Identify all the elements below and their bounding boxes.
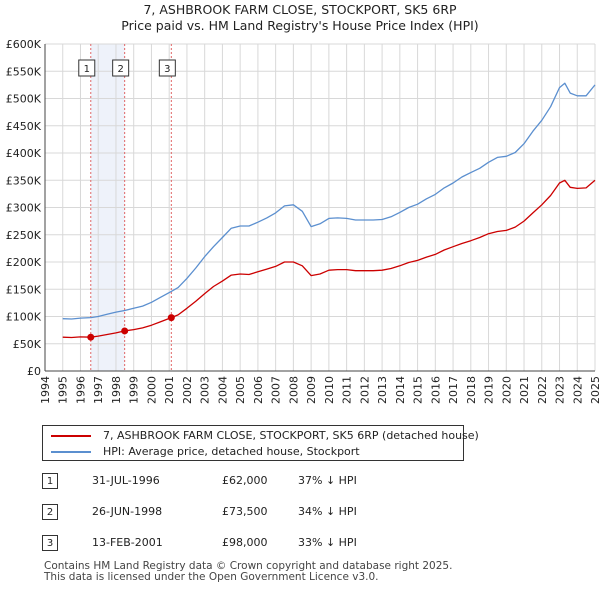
- y-tick-label: £500K: [6, 93, 42, 106]
- x-tick-label: 2001: [163, 376, 176, 404]
- y-tick-label: £50K: [13, 338, 42, 351]
- sale-label-box: [78, 59, 96, 77]
- sale-date: 31-JUL-1996: [92, 474, 160, 487]
- x-tick-label: 2000: [145, 376, 158, 404]
- x-tick-label: 2014: [394, 376, 407, 404]
- title-line-2: Price paid vs. HM Land Registry's House …: [121, 18, 479, 33]
- x-tick-label: 2013: [376, 376, 389, 404]
- footer-copyright: Contains HM Land Registry data © Crown c…: [44, 560, 453, 572]
- x-tick-label: 2017: [447, 376, 460, 404]
- x-tick-label: 2012: [358, 376, 371, 404]
- x-tick-label: 2007: [270, 376, 283, 404]
- sale-price: £73,500: [222, 505, 268, 518]
- sale-number-box: 2: [42, 504, 58, 520]
- sale-row: 1 31-JUL-1996 £62,000 37% ↓ HPI: [42, 473, 442, 491]
- x-tick-label: 2015: [412, 376, 425, 404]
- x-tick-label: 1997: [92, 376, 105, 404]
- sale-label-text: 2: [117, 64, 123, 75]
- x-tick-label: 2025: [589, 376, 600, 404]
- y-tick-label: £600K: [6, 38, 42, 51]
- y-tick-label: £350K: [6, 174, 42, 187]
- legend-label-property: 7, ASHBROOK FARM CLOSE, STOCKPORT, SK5 6…: [103, 429, 479, 442]
- sale-number-box: 1: [42, 473, 58, 489]
- x-tick-label: 1996: [74, 376, 87, 404]
- sale-label-box: [158, 59, 176, 77]
- x-tick-label: 2023: [554, 376, 567, 404]
- price-chart: 1 2 3 £0 £50K £100K £150K £200K £250K £300K £350K…: [6, 38, 600, 404]
- sale-label-box: [112, 59, 130, 77]
- legend-label-hpi: HPI: Average price, detached house, Stoc…: [103, 445, 360, 458]
- sale-hpi-delta: 34% ↓ HPI: [298, 505, 357, 518]
- sale-price: £62,000: [222, 474, 268, 487]
- y-tick-label: £0: [27, 365, 41, 378]
- x-tick-label: 2004: [216, 376, 229, 404]
- sale-point: [121, 327, 129, 335]
- x-tick-label: 1995: [57, 376, 70, 404]
- property-price-line: [62, 179, 596, 339]
- x-tick-label: 2006: [252, 376, 265, 404]
- sale-label-text: 1: [84, 64, 90, 75]
- x-tick-label: 2009: [305, 376, 318, 404]
- y-tick-label: £450K: [6, 120, 42, 133]
- x-tick-label: 2018: [465, 376, 478, 404]
- x-tick-label: 2010: [323, 376, 336, 404]
- x-tick-label: 1998: [110, 376, 123, 404]
- sale-markers: [87, 314, 175, 341]
- y-tick-label: £150K: [6, 283, 42, 296]
- x-tick-label: 2021: [518, 376, 531, 404]
- footer: Contains HM Land Registry data © Crown c…: [44, 561, 452, 583]
- y-tick-label: £200K: [6, 256, 42, 269]
- sale-row: 3 13-FEB-2001 £98,000 33% ↓ HPI: [42, 535, 442, 553]
- sale-price: £98,000: [222, 536, 268, 549]
- sale-date: 13-FEB-2001: [92, 536, 163, 549]
- legend-swatch-hpi: [51, 451, 91, 453]
- x-tick-label: 2008: [287, 376, 300, 404]
- legend: 7, ASHBROOK FARM CLOSE, STOCKPORT, SK5 6…: [42, 425, 479, 461]
- series-layer: [62, 82, 596, 339]
- hpi-line: [62, 82, 596, 320]
- x-tick-label: 2003: [199, 376, 212, 404]
- x-tick-label: 2024: [571, 376, 584, 404]
- sale-point: [87, 333, 95, 341]
- legend-item-hpi: HPI: Average price, detached house, Stoc…: [51, 444, 360, 460]
- x-tick-label: 2002: [181, 376, 194, 404]
- y-tick-label: £550K: [6, 65, 42, 78]
- sale-point: [167, 314, 175, 322]
- sale-date: 26-JUN-1998: [92, 505, 163, 518]
- x-tick-label: 2011: [341, 376, 354, 404]
- y-tick-label: £400K: [6, 147, 42, 160]
- x-tick-label: 2020: [500, 376, 513, 404]
- x-tick-label: 1994: [39, 376, 52, 404]
- y-tick-label: £250K: [6, 229, 42, 242]
- x-tick-label: 1999: [128, 376, 141, 404]
- legend-swatch-property: [51, 435, 91, 437]
- x-tick-label: 2005: [234, 376, 247, 404]
- x-tick-label: 2022: [536, 376, 549, 404]
- sale-hpi-delta: 37% ↓ HPI: [298, 474, 357, 487]
- axis-layer: £0 £50K £100K £150K £200K £250K £300K £350K £400…: [6, 38, 600, 404]
- x-tick-label: 2016: [429, 376, 442, 404]
- sale-label-text: 3: [164, 64, 170, 75]
- title-line-1: 7, ASHBROOK FARM CLOSE, STOCKPORT, SK5 6…: [143, 2, 457, 17]
- sale-hpi-delta: 33% ↓ HPI: [298, 536, 357, 549]
- legend-item-property: 7, ASHBROOK FARM CLOSE, STOCKPORT, SK5 6…: [51, 428, 479, 444]
- footer-licence: This data is licensed under the Open Gov…: [44, 571, 379, 583]
- y-tick-label: £300K: [6, 202, 42, 215]
- sale-number-box: 3: [42, 535, 58, 551]
- y-tick-label: £100K: [6, 311, 42, 324]
- chart-title: 7, ASHBROOK FARM CLOSE, STOCKPORT, SK5 6…: [0, 2, 600, 34]
- x-tick-label: 2019: [483, 376, 496, 404]
- sale-row: 2 26-JUN-1998 £73,500 34% ↓ HPI: [42, 504, 442, 522]
